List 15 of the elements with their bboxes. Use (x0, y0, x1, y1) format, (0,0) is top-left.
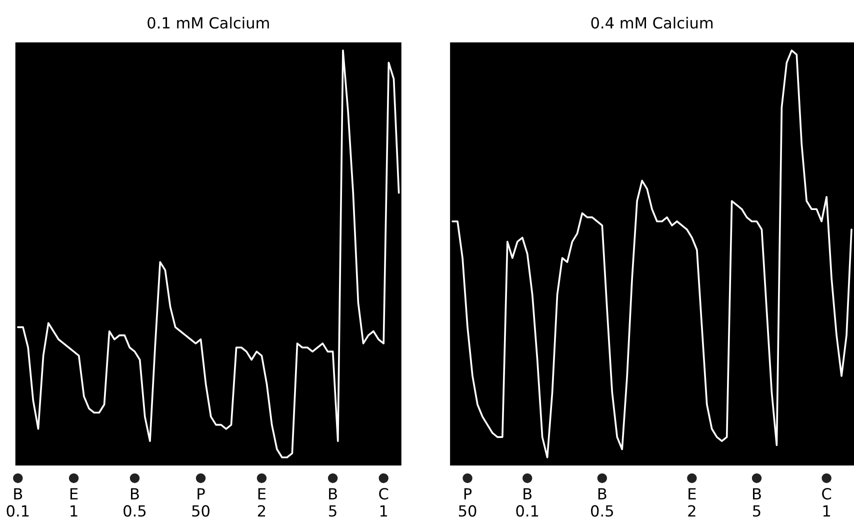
x-tick-label: B 0.1 (516, 488, 538, 517)
x-tick-label: B 0.5 (591, 488, 613, 517)
x-tick-label: C 1 (822, 488, 832, 516)
x-tick-label: B 5 (329, 488, 337, 517)
x-tick-label: C 1 (379, 488, 388, 516)
chart-title: 0.1 mM Calcium (148, 16, 269, 29)
x-tick-label: E 2 (258, 488, 266, 516)
x-tick-label: E 2 (688, 488, 696, 516)
chart-title: 0.4 mM Calcium (591, 16, 713, 29)
x-tick-label: B 0.1 (6, 488, 29, 517)
x-tick-label: P 50 (458, 488, 476, 517)
x-tick-label: B 5 (753, 488, 761, 517)
x-tick-label: E 1 (70, 488, 78, 516)
x-tick-label: B 0.5 (124, 488, 146, 517)
x-tick-label: P 50 (192, 488, 210, 517)
